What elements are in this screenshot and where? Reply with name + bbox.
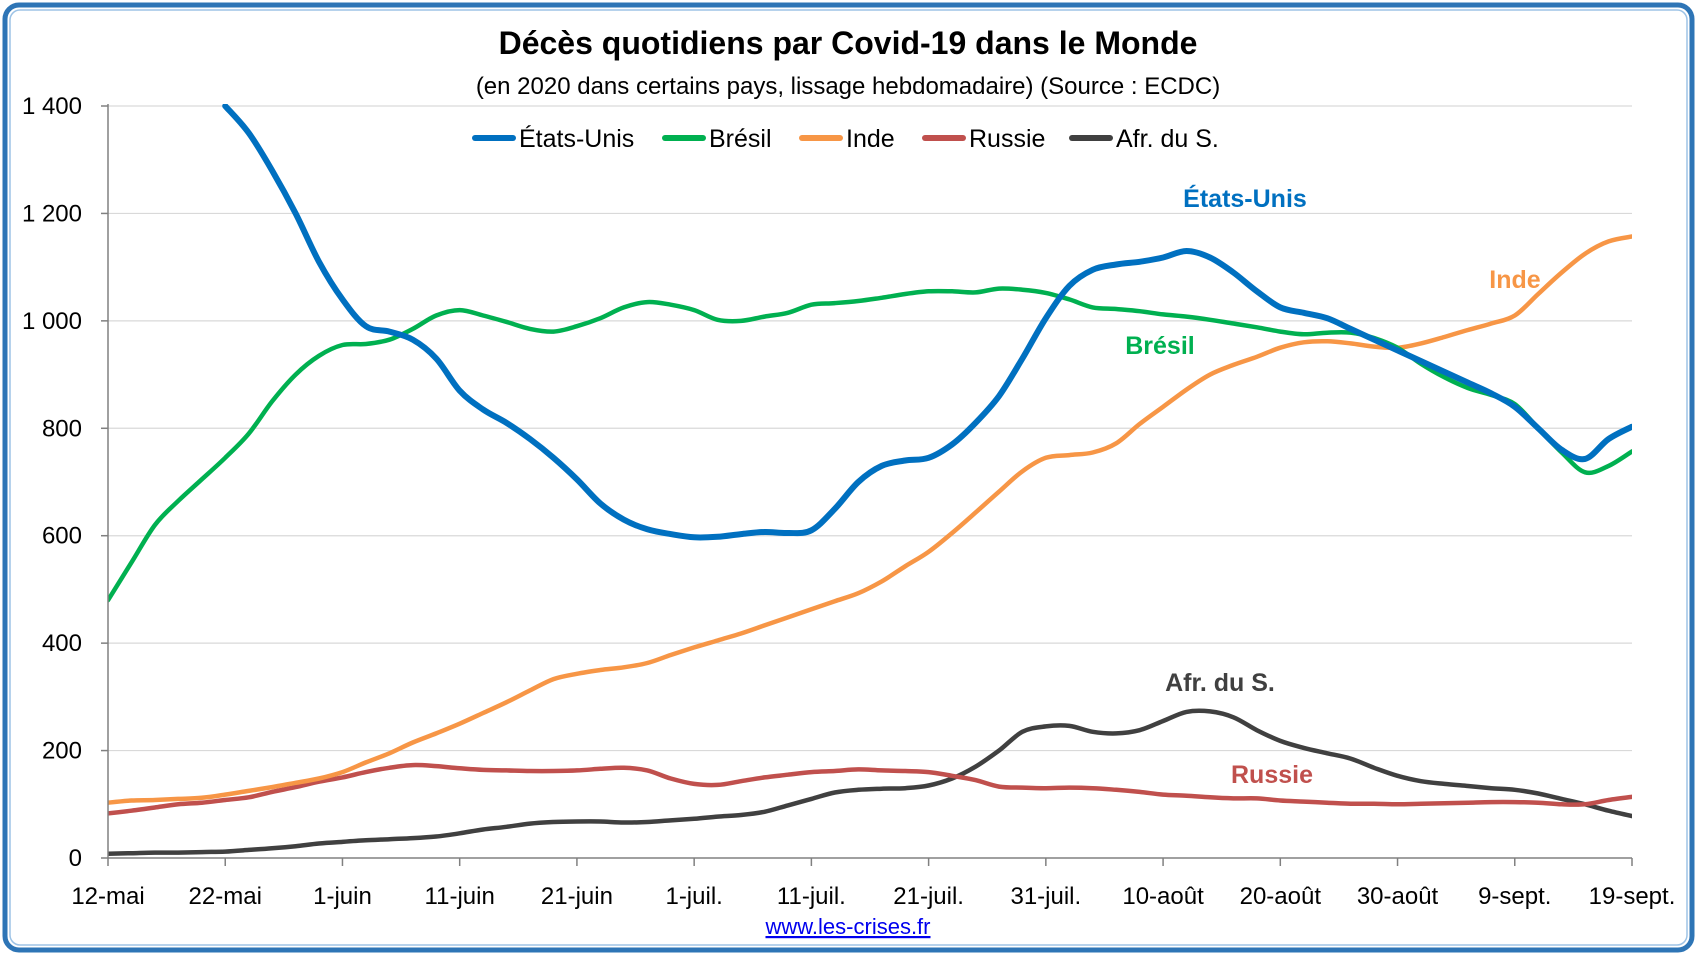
legend-label-russie: Russie bbox=[969, 125, 1045, 153]
series-annotations: États-Unis Brésil Inde Russie Afr. du S. bbox=[1125, 184, 1541, 789]
x-tick-label: 1-juil. bbox=[665, 883, 722, 910]
series-line-afrique-du-sud bbox=[108, 708, 1632, 856]
y-tick-label: 1 000 bbox=[22, 308, 82, 335]
series-line-etats-unis bbox=[222, 104, 1632, 541]
series-lines bbox=[108, 104, 1632, 856]
legend-label-afrique-du-sud: Afr. du S. bbox=[1116, 125, 1219, 153]
y-tick-label: 200 bbox=[42, 738, 82, 765]
annotation-bresil: Brésil bbox=[1125, 332, 1194, 360]
chart-subtitle: (en 2020 dans certains pays, lissage heb… bbox=[476, 73, 1220, 100]
inner-border bbox=[9, 9, 1688, 946]
y-tick-label: 800 bbox=[42, 415, 82, 442]
x-tick-label: 12-mai bbox=[71, 883, 144, 910]
annotation-inde: Inde bbox=[1489, 266, 1540, 294]
y-axis-ticks: 0 200 400 600 800 1 000 1 200 1 400 bbox=[22, 93, 108, 872]
x-tick-label: 19-sept. bbox=[1589, 883, 1676, 910]
x-tick-label: 21-juin bbox=[541, 883, 613, 910]
y-tick-label: 600 bbox=[42, 523, 82, 550]
x-axis-ticks: 12-mai 22-mai 1-juin 11-juin 21-juin 1-juil. 1… bbox=[71, 858, 1675, 910]
annotation-afrique-du-sud: Afr. du S. bbox=[1165, 669, 1275, 697]
x-tick-label: 22-mai bbox=[189, 883, 262, 910]
x-tick-label: 10-août bbox=[1122, 883, 1204, 910]
x-tick-label: 1-juin bbox=[313, 883, 372, 910]
legend-label-inde: Inde bbox=[846, 125, 895, 153]
y-tick-label: 400 bbox=[42, 630, 82, 657]
x-tick-label: 11-juin bbox=[425, 883, 495, 910]
axes bbox=[107, 104, 1632, 859]
series-line-russie bbox=[108, 762, 1632, 816]
legend-label-etats-unis: États-Unis bbox=[519, 124, 634, 153]
y-tick-label: 0 bbox=[69, 845, 82, 872]
y-tick-label: 1 200 bbox=[22, 200, 82, 227]
x-tick-label: 20-août bbox=[1240, 883, 1322, 910]
chart-title: Décès quotidiens par Covid-19 dans le Mo… bbox=[499, 25, 1198, 61]
annotation-etats-unis: États-Unis bbox=[1183, 184, 1307, 213]
x-tick-label: 21-juil. bbox=[893, 883, 964, 910]
x-tick-label: 11-juil. bbox=[777, 883, 846, 910]
annotation-russie: Russie bbox=[1231, 761, 1313, 789]
series-line-inde bbox=[108, 234, 1632, 805]
legend-label-bresil: Brésil bbox=[709, 125, 772, 153]
source-link[interactable]: www.les-crises.fr bbox=[764, 914, 930, 939]
legend: États-Unis Brésil Inde Russie Afr. du S. bbox=[472, 124, 1219, 153]
x-tick-label: 30-août bbox=[1357, 883, 1439, 910]
x-tick-label: 9-sept. bbox=[1478, 883, 1551, 910]
x-tick-label: 31-juil. bbox=[1010, 883, 1081, 910]
y-tick-label: 1 400 bbox=[22, 93, 82, 120]
